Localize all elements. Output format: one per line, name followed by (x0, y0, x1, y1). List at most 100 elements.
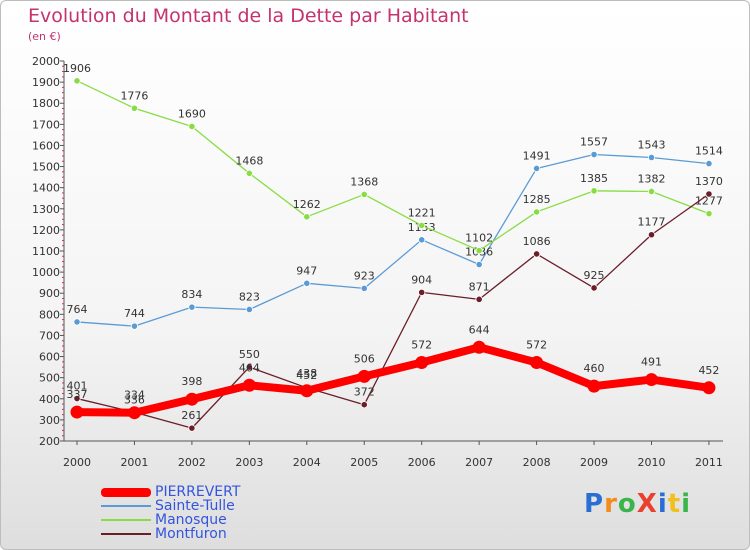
data-label-Sainte-Tulle: 764 (67, 303, 88, 316)
data-point-Montfuron (647, 231, 656, 239)
data-label-PIERREVERT: 334 (124, 389, 145, 402)
data-label-Manosque: 1277 (695, 195, 723, 208)
data-point-Manosque (303, 213, 311, 221)
data-label-Montfuron: 261 (181, 409, 202, 422)
y-tick-label: 1200 (32, 224, 60, 237)
data-point-Sainte-Tulle (705, 160, 713, 168)
data-label-Manosque: 1468 (235, 154, 263, 167)
data-label-Montfuron: 372 (354, 386, 375, 399)
data-label-PIERREVERT: 460 (584, 362, 605, 375)
data-point-Manosque (590, 187, 598, 195)
proxiti-logo: ProXiti (584, 489, 692, 519)
y-tick-label: 1800 (32, 97, 60, 110)
data-label-Manosque: 1906 (63, 62, 91, 75)
data-label-Sainte-Tulle: 923 (354, 269, 375, 282)
chart-title: Evolution du Montant de la Dette par Hab… (28, 5, 469, 27)
data-label-Montfuron: 550 (239, 348, 260, 361)
data-point-Manosque (418, 221, 426, 230)
data-point-Montfuron (73, 394, 81, 403)
data-label-Sainte-Tulle: 744 (124, 307, 145, 320)
data-label-Montfuron: 925 (584, 269, 605, 282)
data-point-Sainte-Tulle (73, 318, 81, 326)
data-point-Manosque (245, 169, 253, 177)
data-label-Sainte-Tulle: 947 (296, 264, 317, 277)
data-point-PIERREVERT (357, 369, 371, 383)
data-label-Montfuron: 1177 (638, 216, 666, 229)
x-tick-label: 2002 (178, 456, 206, 469)
data-label-Montfuron: 871 (469, 280, 490, 293)
data-label-Manosque: 1285 (523, 193, 551, 206)
data-label-Sainte-Tulle: 823 (239, 290, 260, 303)
legend-swatch (101, 505, 151, 507)
data-point-Sainte-Tulle (360, 284, 368, 292)
data-label-Manosque: 1262 (293, 198, 321, 211)
y-tick-label: 200 (39, 435, 60, 448)
y-tick-label: 1600 (32, 139, 60, 152)
legend-swatch (101, 488, 151, 497)
x-tick-label: 2004 (293, 456, 321, 469)
y-tick-label: 2000 (32, 55, 60, 68)
y-tick-label: 300 (39, 414, 60, 427)
y-tick-label: 1700 (32, 118, 60, 131)
data-label-PIERREVERT: 572 (526, 338, 547, 351)
x-tick-label: 2003 (235, 456, 263, 469)
data-point-PIERREVERT (300, 384, 314, 398)
data-label-Manosque: 1368 (350, 175, 378, 188)
data-label-Montfuron: 452 (296, 369, 317, 382)
legend-swatch (101, 519, 151, 521)
y-tick-label: 600 (39, 351, 60, 364)
x-tick-label: 2007 (465, 456, 493, 469)
y-tick-label: 1900 (32, 76, 60, 89)
data-point-Manosque (705, 210, 713, 218)
data-label-PIERREVERT: 398 (181, 375, 202, 388)
data-label-Manosque: 1102 (465, 232, 493, 245)
series-line-Montfuron (76, 193, 710, 429)
data-point-PIERREVERT (472, 340, 486, 354)
data-label-PIERREVERT: 644 (469, 323, 490, 336)
data-point-Montfuron (590, 284, 598, 292)
y-tick-label: 1400 (32, 182, 60, 195)
legend-label: Montfuron (155, 526, 227, 542)
data-point-Montfuron (475, 295, 483, 303)
data-label-Manosque: 1690 (178, 107, 206, 120)
data-point-Manosque (532, 208, 541, 216)
data-point-Manosque (73, 77, 81, 85)
data-point-PIERREVERT (185, 392, 199, 406)
legend-label: Sainte-Tulle (155, 498, 235, 514)
x-tick-label: 2005 (350, 456, 378, 469)
data-point-Sainte-Tulle (130, 322, 139, 330)
data-label-Sainte-Tulle: 1543 (638, 138, 666, 151)
data-point-Sainte-Tulle (647, 153, 656, 162)
data-label-Montfuron: 1086 (523, 235, 551, 248)
legend-label: Manosque (155, 512, 227, 528)
data-label-Sainte-Tulle: 1514 (695, 145, 723, 158)
data-label-PIERREVERT: 337 (67, 388, 88, 401)
data-label-Manosque: 1382 (638, 172, 666, 185)
x-tick-label: 2000 (63, 456, 91, 469)
legend-swatch (101, 533, 151, 535)
series-line-Manosque (76, 80, 710, 252)
chart-subtitle: (en €) (28, 30, 61, 43)
data-point-Manosque (360, 190, 368, 199)
data-label-PIERREVERT: 438 (296, 367, 317, 380)
y-tick-label: 500 (39, 372, 60, 385)
data-point-Montfuron (188, 424, 196, 432)
data-label-Sainte-Tulle: 1557 (580, 136, 608, 149)
series-line-PIERREVERT (73, 343, 713, 417)
x-tick-label: 2001 (120, 456, 148, 469)
data-label-Montfuron: 904 (411, 273, 432, 286)
x-tick-label: 2009 (580, 456, 608, 469)
data-point-PIERREVERT (127, 406, 141, 420)
legend-label: PIERREVERT (155, 484, 241, 500)
data-point-Sainte-Tulle (418, 236, 426, 244)
data-point-Sainte-Tulle (475, 260, 483, 269)
data-point-PIERREVERT (587, 379, 601, 393)
y-tick-label: 1100 (32, 245, 60, 258)
data-label-Sainte-Tulle: 834 (181, 288, 202, 301)
data-point-Manosque (647, 187, 656, 196)
data-point-Montfuron (360, 401, 368, 409)
data-label-PIERREVERT: 464 (239, 361, 260, 374)
data-point-Montfuron (245, 363, 253, 371)
